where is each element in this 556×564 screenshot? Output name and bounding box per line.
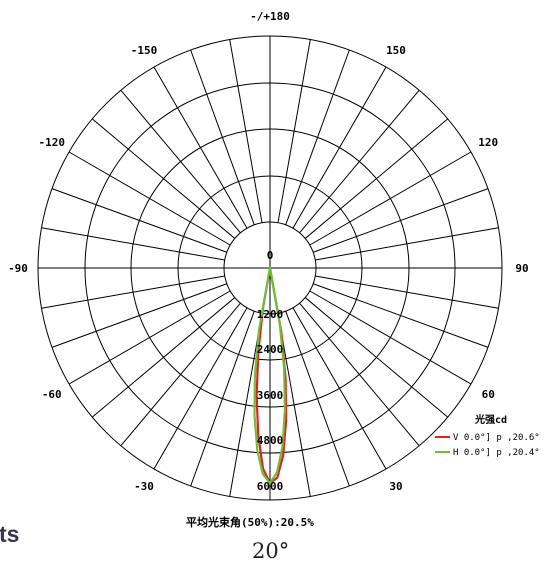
legend-entry-v: V 0.0°] p ,20.6° (453, 433, 540, 443)
grid-spoke (91, 118, 236, 239)
ring-value-labels: 0 1200 2400 3600 4800 6000 (257, 249, 284, 493)
ring-value-label: 0 (267, 249, 274, 262)
grid-spoke (285, 49, 350, 225)
grid-spoke (304, 297, 449, 418)
grid-spoke (153, 307, 248, 470)
grid-spoke (313, 283, 489, 348)
angle-tick-label: 150 (386, 44, 406, 57)
partial-heading-text: ts (0, 521, 19, 547)
angle-tick-label: -30 (134, 480, 154, 493)
grid-spoke (153, 66, 248, 229)
ring-value-label: 3600 (257, 389, 284, 402)
grid-spoke (120, 302, 241, 447)
beam-angle-caption: 平均光束角(50%):20.5% (186, 515, 314, 529)
angle-tick-label: -90 (8, 262, 28, 275)
ring-value-label: 2400 (257, 343, 284, 356)
grid-spoke (299, 89, 420, 234)
grid-spoke (315, 227, 499, 261)
angle-tick-label: -150 (131, 44, 158, 57)
grid-spoke (229, 39, 263, 223)
angle-tick-label: -60 (42, 388, 62, 401)
ring-value-label: 1200 (257, 308, 284, 321)
grid-spoke (51, 188, 227, 253)
grid-spoke (315, 275, 499, 309)
grid-spoke (41, 227, 225, 261)
intensity-curves (253, 266, 288, 485)
grid-spoke (285, 311, 350, 487)
legend-title: 光强cd (474, 413, 507, 426)
grid-spoke (190, 311, 255, 487)
grid-spoke (299, 302, 420, 447)
angle-tick-label: 90 (515, 262, 528, 275)
angle-tick-label: 120 (478, 136, 498, 149)
grid-spoke (120, 89, 241, 234)
angle-tick-labels: -/+180 150 -150 120 -120 90 -90 60 -60 30 -30 (8, 10, 529, 493)
angle-tick-label: 30 (389, 480, 402, 493)
grid-spoke (91, 297, 236, 418)
grid-spoke (313, 188, 489, 253)
angle-tick-label: 60 (482, 388, 495, 401)
grid-spoke (309, 290, 472, 385)
ring-value-label: 4800 (257, 434, 284, 447)
ring-value-label: 6000 (257, 480, 284, 493)
grid-spoke (292, 66, 387, 229)
grid-spoke (68, 290, 231, 385)
series-curve-h (253, 266, 286, 485)
grid-spoke (292, 307, 387, 470)
legend: 光强cd V 0.0°] p ,20.6° H 0.0°] p ,20.4° (435, 413, 540, 458)
grid-spoke (68, 151, 231, 246)
grid-spoke (190, 49, 255, 225)
angle-tick-label: -/+180 (250, 10, 290, 23)
grid-spoke (277, 39, 311, 223)
polar-grid (37, 35, 503, 501)
grid-spoke (229, 313, 263, 497)
legend-entry-h: H 0.0°] p ,20.4° (453, 448, 540, 458)
beam-angle-value: 20° (252, 539, 289, 563)
grid-spoke (41, 275, 225, 309)
grid-spoke (51, 283, 227, 348)
angle-tick-label: -120 (39, 136, 66, 149)
grid-spoke (304, 118, 449, 239)
grid-spoke (309, 151, 472, 246)
